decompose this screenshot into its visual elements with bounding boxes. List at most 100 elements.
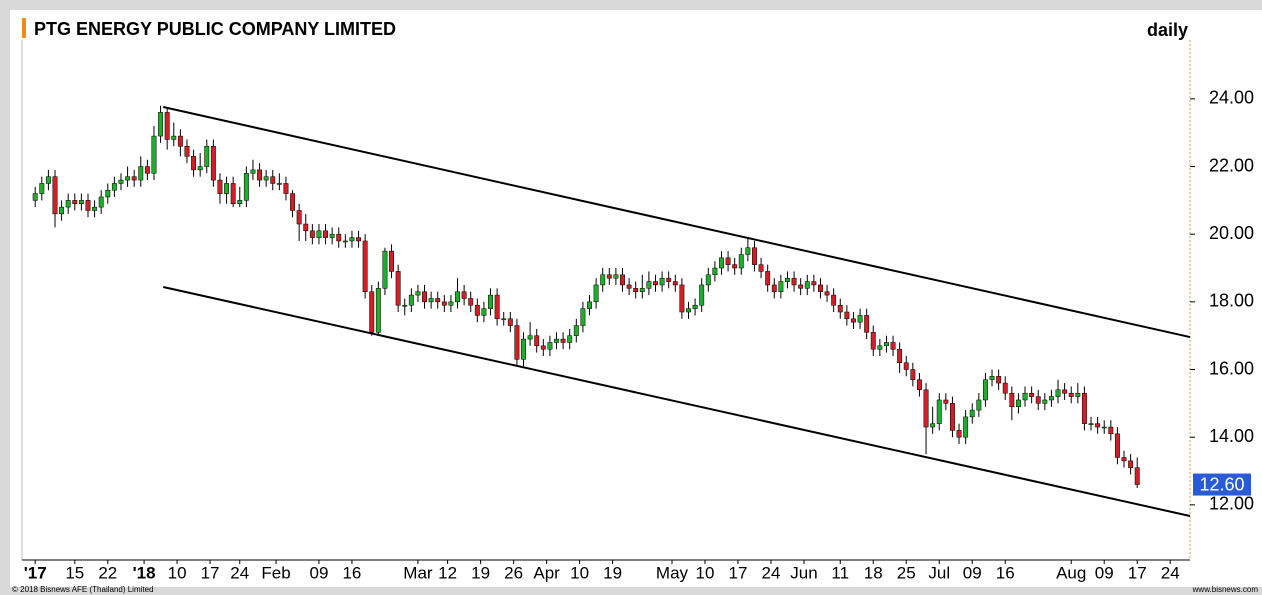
chart-title: PTG ENERGY PUBLIC COMPANY LIMITED [34, 19, 396, 39]
candle-body [402, 304, 408, 307]
candle-body [441, 301, 447, 306]
x-tick-label: 15 [65, 563, 84, 582]
candle-body [356, 237, 361, 242]
title-marker [22, 18, 26, 38]
candle-body [230, 183, 236, 204]
candle-body [956, 430, 962, 438]
candle-body [415, 291, 421, 296]
candle-body [263, 176, 269, 181]
x-tick-label: 19 [471, 563, 490, 582]
x-tick-label: 26 [504, 563, 523, 582]
candle-body [428, 298, 434, 303]
trend-line [162, 285, 1191, 517]
candle-body [257, 169, 263, 181]
candle-body [323, 230, 328, 238]
candle-body [837, 304, 843, 313]
x-tick-label: 09 [963, 563, 982, 582]
candle-body [534, 335, 540, 347]
source: www.bisnews.com [1192, 585, 1259, 594]
candle-body [930, 423, 936, 428]
candle-body [494, 294, 500, 320]
candle-body [118, 179, 124, 184]
candle-body [1015, 399, 1021, 407]
candle-body [877, 345, 883, 350]
candle-body [507, 318, 513, 326]
x-tick-label: Apr [533, 563, 560, 582]
candle-body [78, 200, 84, 204]
y-tick-label: 14.00 [1209, 426, 1254, 446]
candle-body [963, 416, 969, 438]
candle-body [620, 274, 625, 286]
candle-body [804, 281, 810, 289]
candle-body [92, 206, 98, 211]
candle-body [738, 254, 744, 269]
x-tick-label: 18 [864, 563, 883, 582]
candle-body [1075, 392, 1081, 397]
candle-body [903, 362, 909, 370]
candle-body [1128, 460, 1134, 468]
candle-body [39, 183, 45, 194]
candle-body [217, 179, 223, 194]
candle-body [969, 409, 975, 418]
x-tick-label: Aug [1056, 563, 1086, 582]
candle-body [1134, 467, 1140, 485]
candle-body [290, 193, 296, 211]
candle-body [976, 399, 982, 411]
candle-body [474, 304, 480, 316]
candle-body [191, 156, 197, 171]
x-tick-label: 10 [696, 563, 715, 582]
candle-body [857, 315, 863, 323]
candle-body [303, 223, 309, 232]
candle-body [362, 240, 368, 292]
candle-body [692, 304, 698, 309]
candle-body [309, 230, 315, 238]
candle-body [204, 145, 210, 167]
candle-body [158, 112, 164, 137]
last-price-label: 12.60 [1199, 474, 1244, 494]
candle-body [85, 200, 91, 211]
y-tick-label: 16.00 [1209, 358, 1254, 378]
candle-body [514, 325, 520, 360]
candle-body [752, 247, 757, 265]
x-tick-label: 24 [230, 563, 249, 582]
candle-body [296, 210, 302, 225]
x-tick-label: 22 [98, 563, 117, 582]
candle-body [45, 176, 51, 184]
candle-body [455, 291, 460, 303]
candle-body [633, 288, 639, 292]
candle-body [818, 284, 823, 292]
candle-body [144, 166, 150, 174]
candle-body [1035, 396, 1041, 404]
candle-body [52, 176, 58, 215]
x-tick-label: 17 [201, 563, 220, 582]
x-tick-label: 24 [762, 563, 781, 582]
candle-body [389, 250, 394, 272]
candle-body [811, 281, 817, 286]
candle-body [1042, 399, 1048, 404]
candle-body [771, 284, 777, 292]
x-tick-label: 17 [1128, 563, 1147, 582]
candle-body [435, 298, 441, 303]
candle-body [1009, 392, 1015, 407]
candle-body [131, 176, 137, 181]
y-tick-label: 20.00 [1209, 223, 1254, 243]
candle-body [1048, 396, 1054, 401]
x-tick-label: 16 [342, 563, 361, 582]
candle-body [798, 284, 804, 289]
x-tick-label: '18 [133, 563, 156, 582]
trend-line [162, 106, 1191, 339]
candle-body [540, 345, 546, 350]
candle-body [171, 135, 177, 140]
candle-body [501, 318, 507, 321]
candle-body [375, 288, 381, 333]
candle-body [164, 112, 170, 140]
y-tick-label: 22.00 [1209, 155, 1254, 175]
x-tick-label: May [656, 563, 689, 582]
candle-body [870, 332, 876, 350]
candle-body [59, 206, 65, 215]
x-tick-label: 19 [603, 563, 622, 582]
candle-body [349, 237, 355, 242]
candle-body [1002, 382, 1008, 394]
period-label: daily [1147, 20, 1188, 40]
